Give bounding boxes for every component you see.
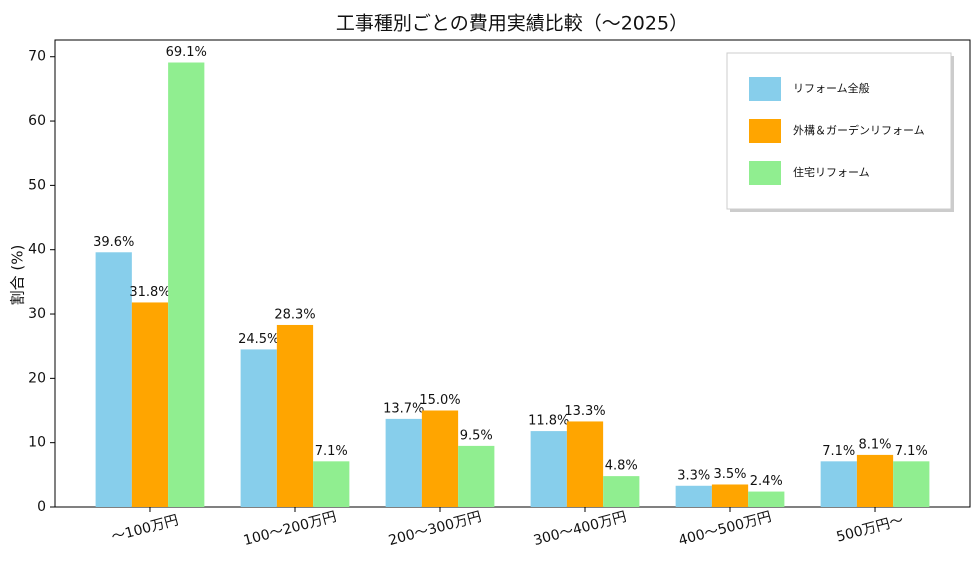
legend-label: 住宅リフォーム	[793, 165, 870, 179]
y-tick-label: 0	[37, 499, 46, 515]
value-label: 8.1%	[859, 437, 892, 452]
value-label: 4.8%	[605, 459, 638, 474]
legend-label: 外構＆ガーデンリフォーム	[793, 123, 925, 137]
value-label: 69.1%	[166, 45, 207, 60]
bar	[675, 485, 712, 507]
bar	[385, 418, 422, 507]
bar	[131, 302, 169, 507]
value-label: 7.1%	[895, 444, 928, 459]
value-label: 31.8%	[129, 285, 170, 300]
value-label: 3.3%	[677, 468, 710, 483]
legend-swatch	[749, 161, 781, 185]
value-label: 15.0%	[419, 393, 460, 408]
bar	[240, 349, 277, 507]
x-tick-label: 300〜400万円	[532, 509, 628, 549]
bar	[856, 454, 894, 507]
x-tick-label: 400〜500万円	[677, 509, 773, 549]
bar	[168, 62, 205, 508]
value-label: 7.1%	[822, 444, 855, 459]
value-label: 24.5%	[238, 332, 279, 347]
bar	[893, 461, 930, 507]
legend-swatch	[749, 119, 781, 143]
legend-label: リフォーム全般	[793, 81, 870, 95]
value-label: 9.5%	[460, 428, 493, 443]
bar	[566, 421, 604, 507]
value-label: 28.3%	[274, 307, 315, 322]
value-label: 11.8%	[528, 414, 569, 429]
x-tick-label: 500万円〜	[835, 512, 906, 545]
bar	[458, 445, 495, 507]
y-tick-label: 10	[28, 435, 46, 451]
y-tick-label: 70	[28, 49, 46, 65]
value-label: 39.6%	[93, 235, 134, 250]
y-tick-label: 60	[28, 113, 46, 129]
x-tick-label: 〜100万円	[110, 512, 181, 545]
y-axis-label: 割合 (%)	[9, 245, 27, 306]
value-label: 13.7%	[383, 401, 424, 416]
bar	[603, 476, 640, 507]
bar	[276, 324, 314, 507]
bar	[95, 252, 132, 507]
y-tick-label: 30	[28, 306, 46, 322]
value-label: 13.3%	[564, 404, 605, 419]
bar	[711, 484, 749, 507]
bar	[530, 431, 567, 507]
value-label: 3.5%	[713, 467, 746, 482]
bar	[748, 491, 785, 507]
value-label: 2.4%	[750, 474, 783, 489]
bar	[820, 461, 857, 507]
bar	[313, 461, 350, 507]
y-tick-label: 40	[28, 242, 46, 258]
bar	[421, 410, 459, 507]
value-label: 7.1%	[315, 444, 348, 459]
x-tick-label: 100〜200万円	[242, 509, 338, 549]
plot-frame	[54, 39, 971, 508]
chart-title: 工事種別ごとの費用実績比較（〜2025）	[336, 13, 688, 35]
y-tick-label: 20	[28, 370, 46, 386]
x-tick-label: 200〜300万円	[387, 509, 483, 549]
legend-swatch	[749, 77, 781, 101]
y-tick-label: 50	[28, 177, 46, 193]
